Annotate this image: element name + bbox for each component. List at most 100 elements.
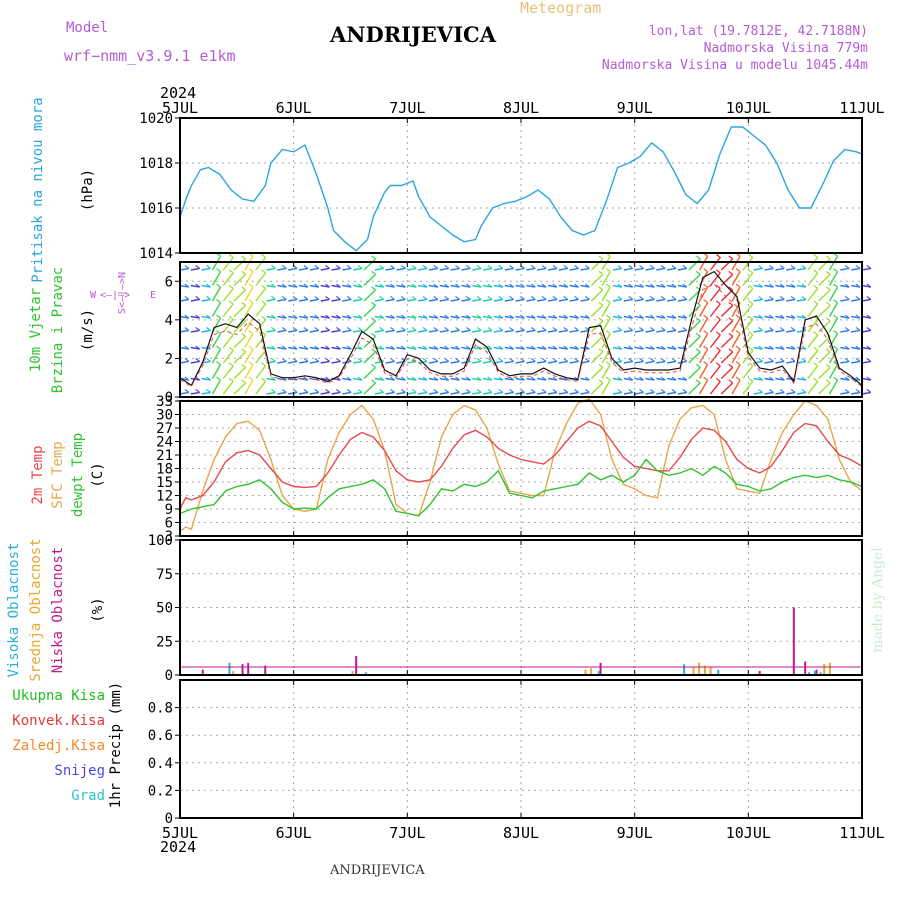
wind-barb xyxy=(504,329,514,333)
wind-barb-tick xyxy=(248,361,254,366)
wind-barb xyxy=(796,298,807,302)
wind-barb-tick xyxy=(769,326,774,331)
wind-barb-tick xyxy=(271,295,276,300)
wind-barb-tick xyxy=(748,269,754,274)
wind-barb-tick xyxy=(748,315,754,320)
wind-barb xyxy=(688,382,701,395)
wind-barb-tick xyxy=(769,345,774,350)
wind-barb-tick xyxy=(833,314,838,319)
x-tick-label-top: 6JUL xyxy=(276,99,312,117)
wind-unit-label: (m/s) xyxy=(80,309,96,351)
wind-barb xyxy=(547,298,558,302)
wind-barb-tick xyxy=(390,264,395,269)
wind-barb xyxy=(861,377,871,381)
wind-barb-tick xyxy=(728,317,734,322)
wind-barb xyxy=(266,329,276,333)
wind-barb-tick xyxy=(411,264,417,269)
wind-barb-tick xyxy=(844,326,850,331)
wind-barb xyxy=(526,391,536,395)
wind-barb xyxy=(461,284,471,288)
wind-barb xyxy=(515,377,525,381)
wind-barb xyxy=(753,284,763,288)
wind-barb xyxy=(623,267,633,271)
wind-barb-tick xyxy=(411,345,417,350)
wind-barb-tick xyxy=(271,314,276,319)
wind-barb-tick xyxy=(628,357,634,362)
wind-barb-tick xyxy=(422,388,428,393)
wind-barb-tick xyxy=(241,348,246,353)
wind-barb-tick xyxy=(628,264,634,269)
wind-barb-tick xyxy=(520,314,525,319)
wind-barb xyxy=(840,315,850,319)
wind-barb xyxy=(667,315,677,319)
wind-barb-tick xyxy=(758,357,763,362)
wind-barb-tick xyxy=(206,345,211,350)
wind-barb-tick xyxy=(779,345,785,350)
x-tick-label-top: 10JUL xyxy=(726,99,771,117)
wind-barb xyxy=(439,284,449,288)
wind-barb-tick xyxy=(574,295,579,300)
wind-barb-tick xyxy=(206,376,211,381)
wind-barb xyxy=(558,284,568,288)
wind-barb xyxy=(493,346,503,350)
wind-barb xyxy=(342,284,352,288)
wind-barb-tick xyxy=(216,299,221,304)
wind-barb-tick xyxy=(813,377,819,382)
wind-barb-tick xyxy=(281,357,287,362)
wind-barb-tick xyxy=(216,268,221,273)
wind-barb xyxy=(418,377,428,381)
wind-barb xyxy=(623,377,633,381)
wind-barb xyxy=(720,351,734,364)
wind-barb-tick xyxy=(379,295,385,300)
wind-barb-tick xyxy=(715,346,721,351)
wind-barb-tick xyxy=(248,376,254,381)
wind-barb-tick xyxy=(476,295,482,300)
wind-barb xyxy=(504,298,514,302)
wind-barb xyxy=(634,284,644,288)
wind-barb xyxy=(569,329,579,333)
wind-barb xyxy=(699,317,709,333)
wind-barb xyxy=(385,346,395,350)
wind-barb-tick xyxy=(401,283,406,288)
wind-barb-tick xyxy=(498,357,504,362)
wind-barb-tick xyxy=(563,326,569,331)
wind-barb xyxy=(623,329,633,333)
wind-barb-tick xyxy=(216,376,221,381)
wind-barb xyxy=(656,284,666,288)
wind-barb-tick xyxy=(455,357,460,362)
wind-barb xyxy=(656,315,666,319)
wind-barb xyxy=(796,377,807,381)
wind-barb xyxy=(190,346,200,350)
wind-barb xyxy=(320,346,330,350)
wind-barb xyxy=(255,272,267,286)
wind-barb-tick xyxy=(401,295,406,300)
wind-barb-tick xyxy=(605,330,611,335)
wind-barb-tick xyxy=(530,314,536,319)
wind-barb-tick xyxy=(628,314,634,319)
wind-barb xyxy=(861,360,871,364)
wind-barb xyxy=(439,329,449,333)
wind-barb xyxy=(601,302,611,317)
wind-barb xyxy=(731,333,741,348)
wind-barb xyxy=(645,391,655,395)
wind-barb xyxy=(537,346,547,350)
wind-barb xyxy=(569,360,579,364)
wind-barb xyxy=(353,360,363,364)
wind-barb xyxy=(612,298,623,302)
wind-barb xyxy=(407,360,417,364)
wind-barb xyxy=(753,267,763,271)
wind-barb xyxy=(385,284,395,288)
wind-barb-tick xyxy=(769,357,774,362)
wind-barb-tick xyxy=(444,376,450,381)
wind-barb xyxy=(472,298,482,302)
wind-speed-line xyxy=(179,270,863,387)
wind-barb xyxy=(547,391,558,395)
wind-barb-tick xyxy=(465,264,471,269)
wind-barb-tick xyxy=(649,314,655,319)
wind-barb xyxy=(255,256,267,271)
wind-barb xyxy=(233,335,247,349)
wind-barb xyxy=(439,298,449,302)
wind-barb xyxy=(786,391,796,395)
wind-barb xyxy=(547,377,558,381)
wind-barb xyxy=(244,255,254,271)
